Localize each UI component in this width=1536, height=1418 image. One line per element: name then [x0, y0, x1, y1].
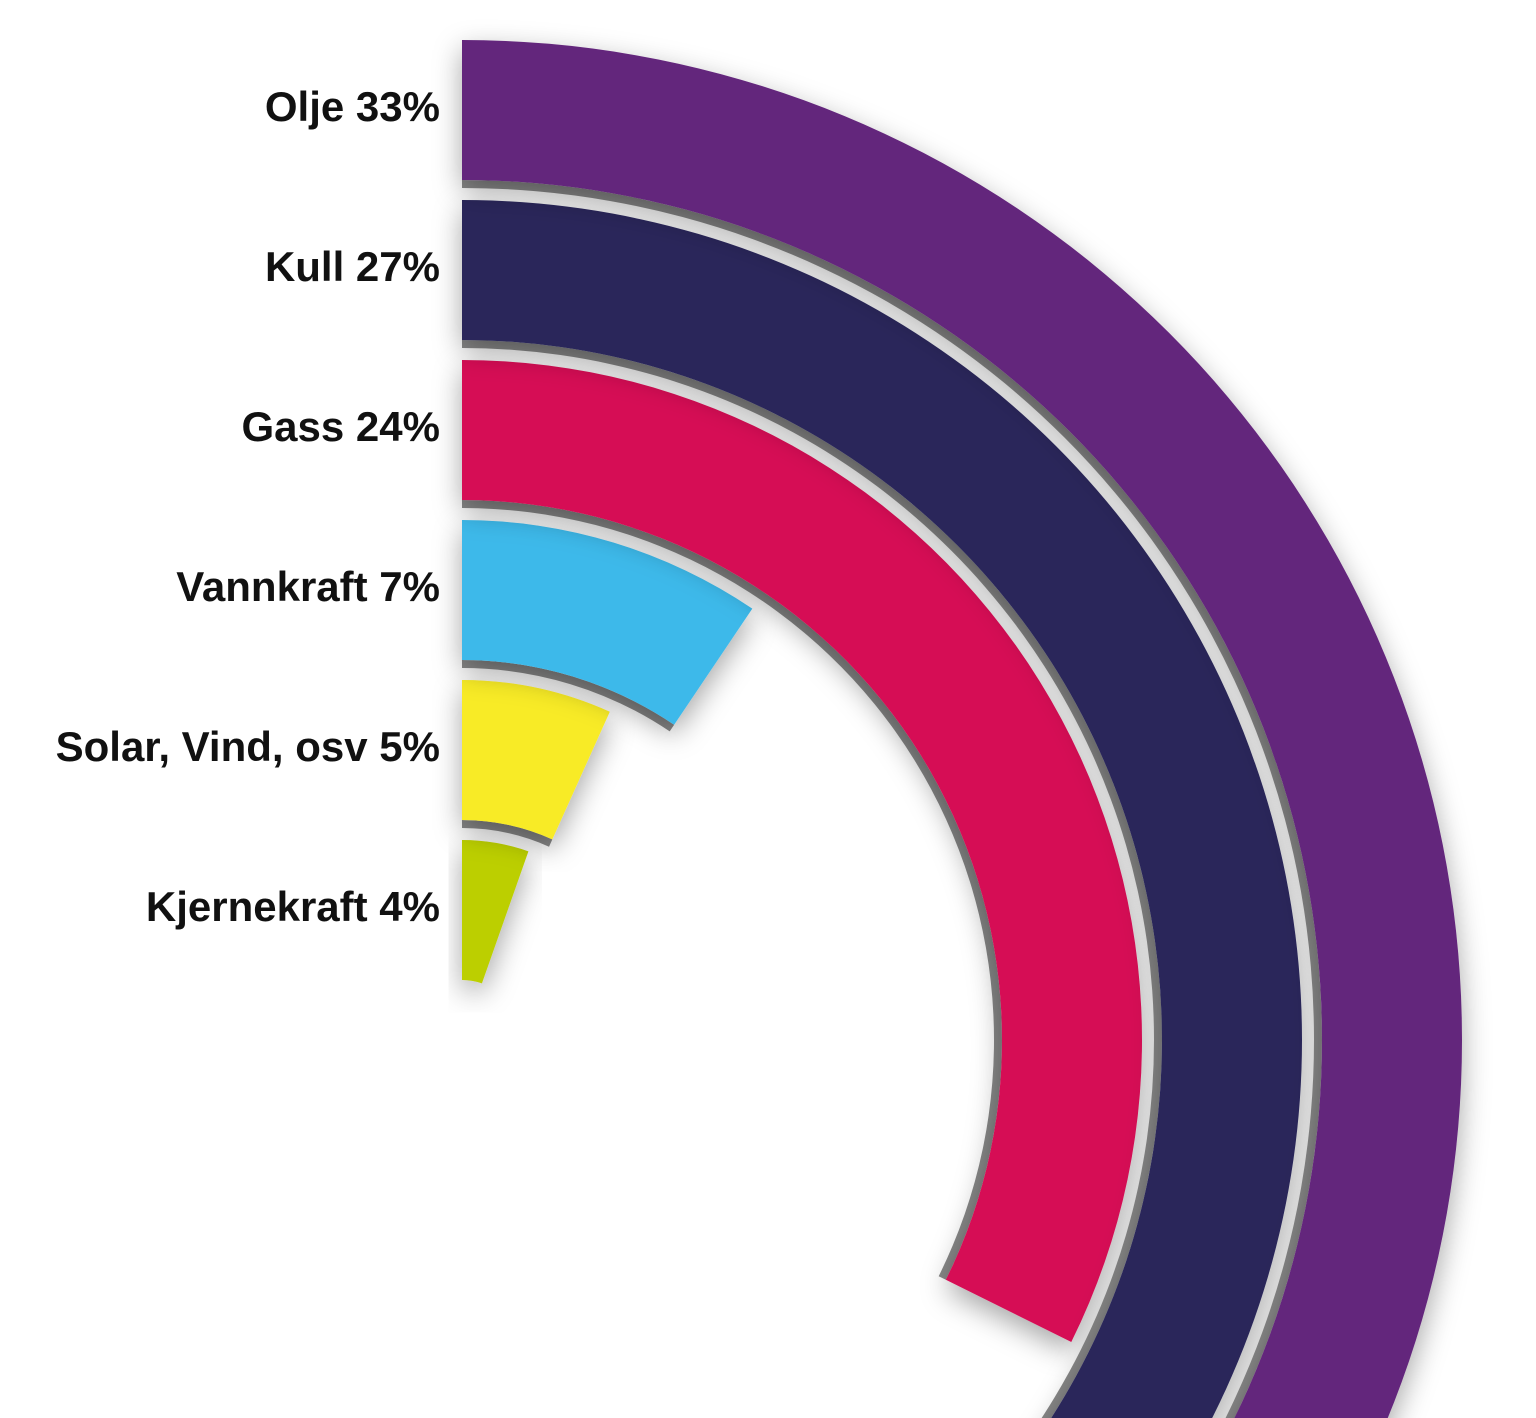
- bar-vannkraft: [462, 520, 753, 725]
- bar-kjernekraft: [462, 840, 529, 984]
- label-olje: Olje 33%: [265, 83, 440, 130]
- label-solar-vind-osv: Solar, Vind, osv 5%: [56, 723, 440, 770]
- label-kjernekraft: Kjernekraft 4%: [146, 883, 440, 930]
- label-kull: Kull 27%: [265, 243, 440, 290]
- separator-vannkraft: [462, 660, 675, 732]
- bar-solar-vind-osv: [462, 680, 610, 840]
- label-gass: Gass 24%: [242, 403, 440, 450]
- bar-kull: [462, 200, 1302, 1418]
- bar-olje: [462, 40, 1462, 1418]
- label-vannkraft: Vannkraft 7%: [176, 563, 440, 610]
- separator-gass: [462, 500, 1002, 1280]
- separator-solar-vind-osv: [462, 820, 553, 847]
- bar-gass: [462, 360, 1142, 1342]
